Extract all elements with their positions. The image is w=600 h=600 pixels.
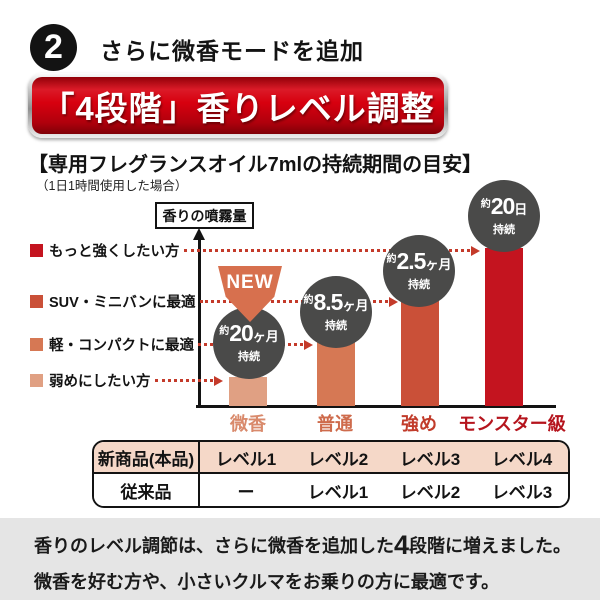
footer-line1-before: 香りのレベル調節は、さらに微香を追加した <box>34 536 394 556</box>
row-header: 新商品(本品) <box>94 442 200 472</box>
level-comparison-table: 新商品(本品) レベル1 レベル2 レベル3 レベル4 従来品 ー レベル1 レ… <box>92 440 570 508</box>
section-title: 【専用フレグランスオイル7mlの持続期間の目安】 <box>28 154 483 176</box>
table-row-previous-product: 従来品 ー レベル1 レベル2 レベル3 <box>94 474 568 506</box>
legend-label: 軽・コンパクトに最適 <box>49 338 194 354</box>
approx-prefix: 約 <box>386 254 397 265</box>
guide-dotted-line <box>183 249 470 252</box>
footer-line1-after: 段階に増えました。 <box>409 536 572 556</box>
category-label-mild: 微香 <box>230 414 266 434</box>
category-label-monster: モンスター級 <box>458 414 566 434</box>
footer-line-2: 微香を好む方や、小さいクルマをお乗りの方に最適です。 <box>34 572 500 592</box>
duration-suffix: 持続 <box>408 279 430 291</box>
footer-note: 香りのレベル調節は、さらに微香を追加した4段階に増えました。 微香を好む方や、小… <box>0 518 600 600</box>
footer-line1-big-number: 4 <box>394 530 410 560</box>
table-cell: レベル4 <box>491 449 553 469</box>
duration-bubble-level4: 約20日 持続 <box>468 180 540 252</box>
table-cell: レベル2 <box>399 482 461 502</box>
legend-swatch-icon <box>30 295 43 308</box>
approx-prefix: 約 <box>303 295 314 306</box>
table-row-new-product: 新商品(本品) レベル1 レベル2 レベル3 レベル4 <box>94 442 568 474</box>
bar-level2 <box>317 342 355 406</box>
bar-level1 <box>229 377 267 406</box>
banner-title: 「4段階」香りレベル調整 <box>32 77 444 134</box>
legend-swatch-icon <box>30 338 43 351</box>
bar-level3 <box>401 300 439 406</box>
approx-prefix: 約 <box>480 199 491 210</box>
table-cell: レベル3 <box>491 482 553 502</box>
row-header: 従来品 <box>94 474 200 506</box>
legend-row-suv: SUV・ミニバンに最適 <box>30 291 398 312</box>
footer-line-1: 香りのレベル調節は、さらに微香を追加した4段階に増えました。 <box>34 530 571 561</box>
table-cell: レベル2 <box>307 449 369 469</box>
y-axis-arrow-icon <box>193 228 205 240</box>
table-cell: レベル3 <box>399 449 461 469</box>
guide-dotted-line <box>154 379 213 382</box>
footer-text: 香りのレベル調節は、さらに微香を追加した4段階に増えました。 微香を好む方や、小… <box>34 530 571 594</box>
step-title: さらに微香モードを追加 <box>100 38 364 64</box>
arrow-right-icon <box>471 245 480 256</box>
duration-unit: ヶ月 <box>342 298 369 313</box>
step-number-badge: 2 <box>30 24 77 71</box>
legend-row-mild: 弱めにしたい方 <box>30 370 223 391</box>
duration-number: 20 <box>229 320 254 346</box>
duration-number: 20 <box>490 193 516 219</box>
duration-suffix: 持続 <box>238 351 260 363</box>
approx-prefix: 約 <box>219 326 230 337</box>
arrow-right-icon <box>214 375 223 386</box>
duration-unit: ヶ月 <box>425 257 452 272</box>
duration-bubble-level3: 約2.5ヶ月 持続 <box>383 235 455 307</box>
duration-suffix: 持続 <box>325 320 347 332</box>
duration-unit: 日 <box>514 202 528 217</box>
category-label-strong: 強め <box>401 414 437 434</box>
y-axis-label: 香りの噴霧量 <box>155 202 254 229</box>
banner-frame: 「4段階」香りレベル調整 <box>28 73 448 138</box>
duration-number: 2.5 <box>396 248 427 274</box>
arrow-right-icon <box>304 339 313 350</box>
bar-level4 <box>485 248 523 406</box>
section-note: （1日1時間使用した場合） <box>36 179 188 193</box>
legend-row-strongest: もっと強くしたい方 <box>30 240 480 261</box>
y-axis <box>198 239 201 407</box>
duration-number: 8.5 <box>313 289 344 315</box>
table-cell: レベル1 <box>215 449 277 469</box>
legend-label: もっと強くしたい方 <box>49 244 180 260</box>
duration-unit: ヶ月 <box>252 329 279 344</box>
duration-bubble-level2: 約8.5ヶ月 持続 <box>300 276 372 348</box>
table-cell: ー <box>237 482 255 502</box>
table-cell: レベル1 <box>307 482 369 502</box>
guide-dotted-line <box>199 300 388 303</box>
legend-swatch-icon <box>30 374 43 387</box>
arrow-right-icon <box>389 296 398 307</box>
legend-label: SUV・ミニバンに最適 <box>49 295 196 311</box>
duration-suffix: 持続 <box>493 224 515 236</box>
legend-label: 弱めにしたい方 <box>49 374 151 390</box>
category-label-normal: 普通 <box>317 414 353 434</box>
x-axis <box>196 405 556 408</box>
legend-swatch-icon <box>30 244 43 257</box>
